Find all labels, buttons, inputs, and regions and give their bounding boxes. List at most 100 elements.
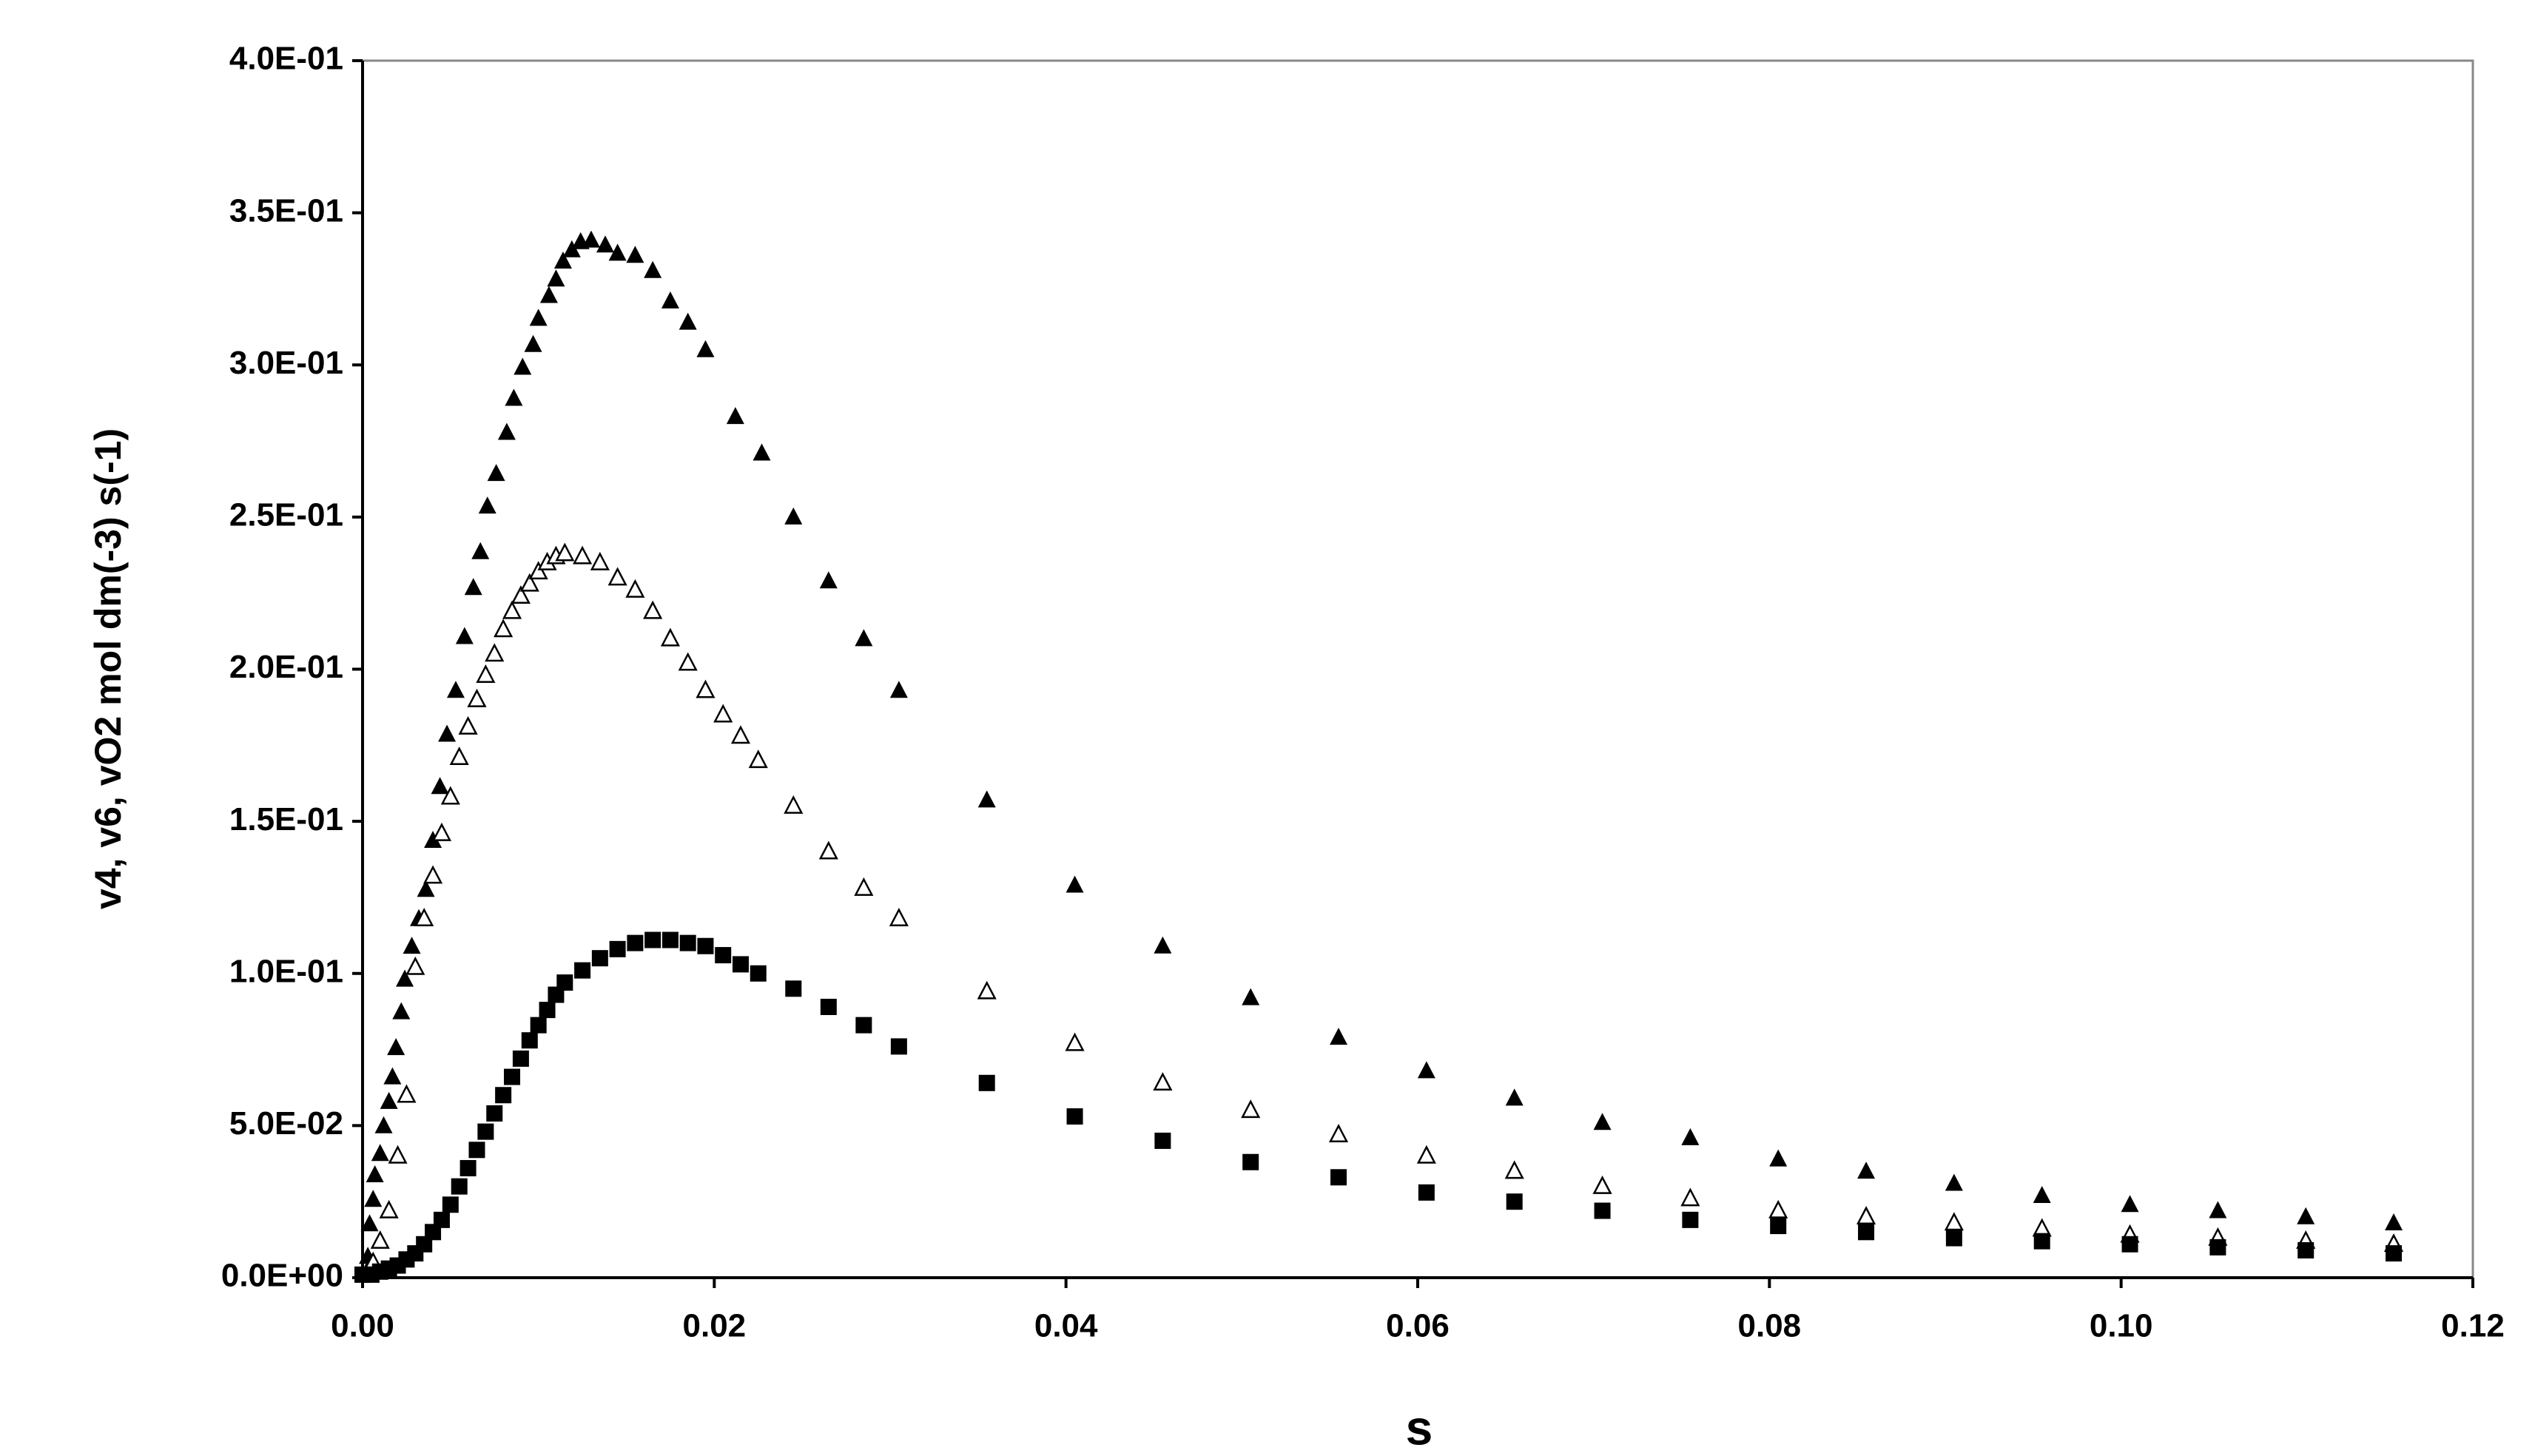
triangle-marker bbox=[366, 1165, 384, 1182]
triangle-marker bbox=[392, 1002, 411, 1019]
triangle-marker bbox=[431, 777, 449, 795]
open-triangle-marker bbox=[440, 786, 460, 805]
y-tick-label: 2.5E-01 bbox=[229, 497, 343, 533]
triangle-marker bbox=[2385, 1213, 2403, 1230]
y-tick-label: 3.5E-01 bbox=[229, 192, 343, 229]
square-marker bbox=[1330, 1169, 1347, 1186]
square-marker bbox=[433, 1211, 450, 1228]
triangle-marker bbox=[596, 235, 614, 253]
open-triangle-marker bbox=[607, 567, 627, 586]
triangle-marker bbox=[514, 357, 532, 375]
square-marker bbox=[486, 1105, 503, 1122]
triangle-marker bbox=[1065, 875, 1084, 893]
x-tick-label: 0.08 bbox=[1738, 1308, 1802, 1344]
open-triangle-marker bbox=[643, 600, 663, 619]
y-tick-label: 5.0E-02 bbox=[229, 1105, 343, 1142]
square-marker bbox=[468, 1142, 485, 1159]
triangle-marker bbox=[424, 831, 442, 849]
open-triangle-marker bbox=[379, 1199, 399, 1219]
square-marker bbox=[530, 1017, 547, 1034]
open-triangle-marker bbox=[573, 545, 593, 564]
square-marker bbox=[697, 937, 714, 954]
triangle-marker bbox=[371, 1144, 389, 1162]
triangle-marker bbox=[547, 269, 565, 287]
open-triangle-marker bbox=[1680, 1187, 1700, 1207]
open-triangle-marker bbox=[494, 619, 514, 638]
square-marker bbox=[679, 934, 696, 951]
triangle-marker bbox=[855, 629, 873, 647]
open-triangle-marker bbox=[397, 1084, 417, 1103]
triangle-marker bbox=[360, 1214, 379, 1232]
y-tick-label: 4.0E-01 bbox=[229, 41, 343, 77]
triangle-marker bbox=[464, 578, 482, 596]
square-marker bbox=[1945, 1230, 1962, 1247]
square-marker bbox=[442, 1196, 459, 1213]
square-marker bbox=[459, 1159, 477, 1176]
square-marker bbox=[512, 1050, 529, 1067]
triangle-marker bbox=[524, 334, 542, 352]
square-marker bbox=[2121, 1236, 2138, 1253]
triangle-marker bbox=[1945, 1173, 1963, 1191]
triangle-marker bbox=[387, 1038, 405, 1056]
triangle-marker bbox=[977, 790, 996, 808]
square-marker bbox=[1858, 1224, 1875, 1241]
y-tick-label: 0.0E+00 bbox=[221, 1258, 343, 1294]
triangle-marker bbox=[539, 286, 558, 303]
open-triangle-marker bbox=[370, 1230, 390, 1249]
open-triangle-marker bbox=[467, 688, 487, 707]
triangle-marker bbox=[417, 880, 435, 897]
open-triangle-marker bbox=[1328, 1124, 1349, 1142]
open-triangle-marker bbox=[889, 908, 909, 926]
square-marker bbox=[644, 931, 661, 948]
open-triangle-marker bbox=[528, 561, 548, 580]
open-triangle-marker bbox=[1856, 1206, 1876, 1224]
square-marker bbox=[715, 947, 732, 964]
open-triangle-marker bbox=[818, 840, 838, 860]
y-tick-label: 1.5E-01 bbox=[229, 801, 343, 837]
triangle-marker bbox=[487, 464, 505, 482]
open-triangle-marker bbox=[414, 908, 434, 926]
triangle-marker bbox=[471, 542, 490, 559]
square-marker bbox=[2209, 1238, 2226, 1256]
triangle-marker bbox=[1242, 988, 1260, 1005]
x-tick-label: 0.02 bbox=[683, 1308, 747, 1344]
triangle-marker bbox=[1417, 1061, 1435, 1079]
open-triangle-marker bbox=[1065, 1032, 1085, 1051]
open-triangle-marker bbox=[784, 795, 804, 814]
square-marker bbox=[1154, 1132, 1171, 1149]
triangle-marker bbox=[1593, 1113, 1612, 1130]
x-axis-label: s bbox=[1406, 1400, 1433, 1455]
open-triangle-marker bbox=[388, 1145, 408, 1164]
open-triangle-marker bbox=[696, 679, 716, 698]
square-marker bbox=[556, 974, 573, 991]
triangle-marker bbox=[2209, 1201, 2227, 1219]
open-triangle-marker bbox=[519, 573, 539, 592]
triangle-marker bbox=[1857, 1162, 1876, 1179]
square-marker bbox=[820, 998, 837, 1015]
triangle-marker bbox=[819, 571, 838, 589]
square-marker bbox=[1770, 1218, 1787, 1235]
open-triangle-marker bbox=[423, 865, 443, 884]
triangle-marker bbox=[1154, 936, 1172, 954]
square-marker bbox=[750, 965, 767, 982]
open-triangle-marker bbox=[1768, 1199, 1788, 1219]
open-triangle-marker bbox=[555, 542, 575, 562]
triangle-marker bbox=[726, 407, 744, 425]
triangle-marker bbox=[582, 230, 600, 248]
open-triangle-marker bbox=[730, 725, 751, 744]
square-marker bbox=[609, 940, 626, 957]
open-triangle-marker bbox=[1504, 1160, 1524, 1179]
x-tick-label: 0.04 bbox=[1034, 1308, 1098, 1344]
square-marker bbox=[591, 950, 608, 967]
open-triangle-marker bbox=[458, 715, 478, 735]
square-marker bbox=[1506, 1193, 1523, 1210]
open-triangle-marker bbox=[1416, 1145, 1436, 1164]
triangle-marker bbox=[505, 388, 523, 406]
square-marker bbox=[477, 1123, 494, 1140]
triangle-marker bbox=[553, 252, 572, 269]
square-marker bbox=[539, 1002, 556, 1019]
open-triangle-marker bbox=[1944, 1212, 1964, 1231]
y-tick-label: 3.0E-01 bbox=[229, 345, 343, 381]
